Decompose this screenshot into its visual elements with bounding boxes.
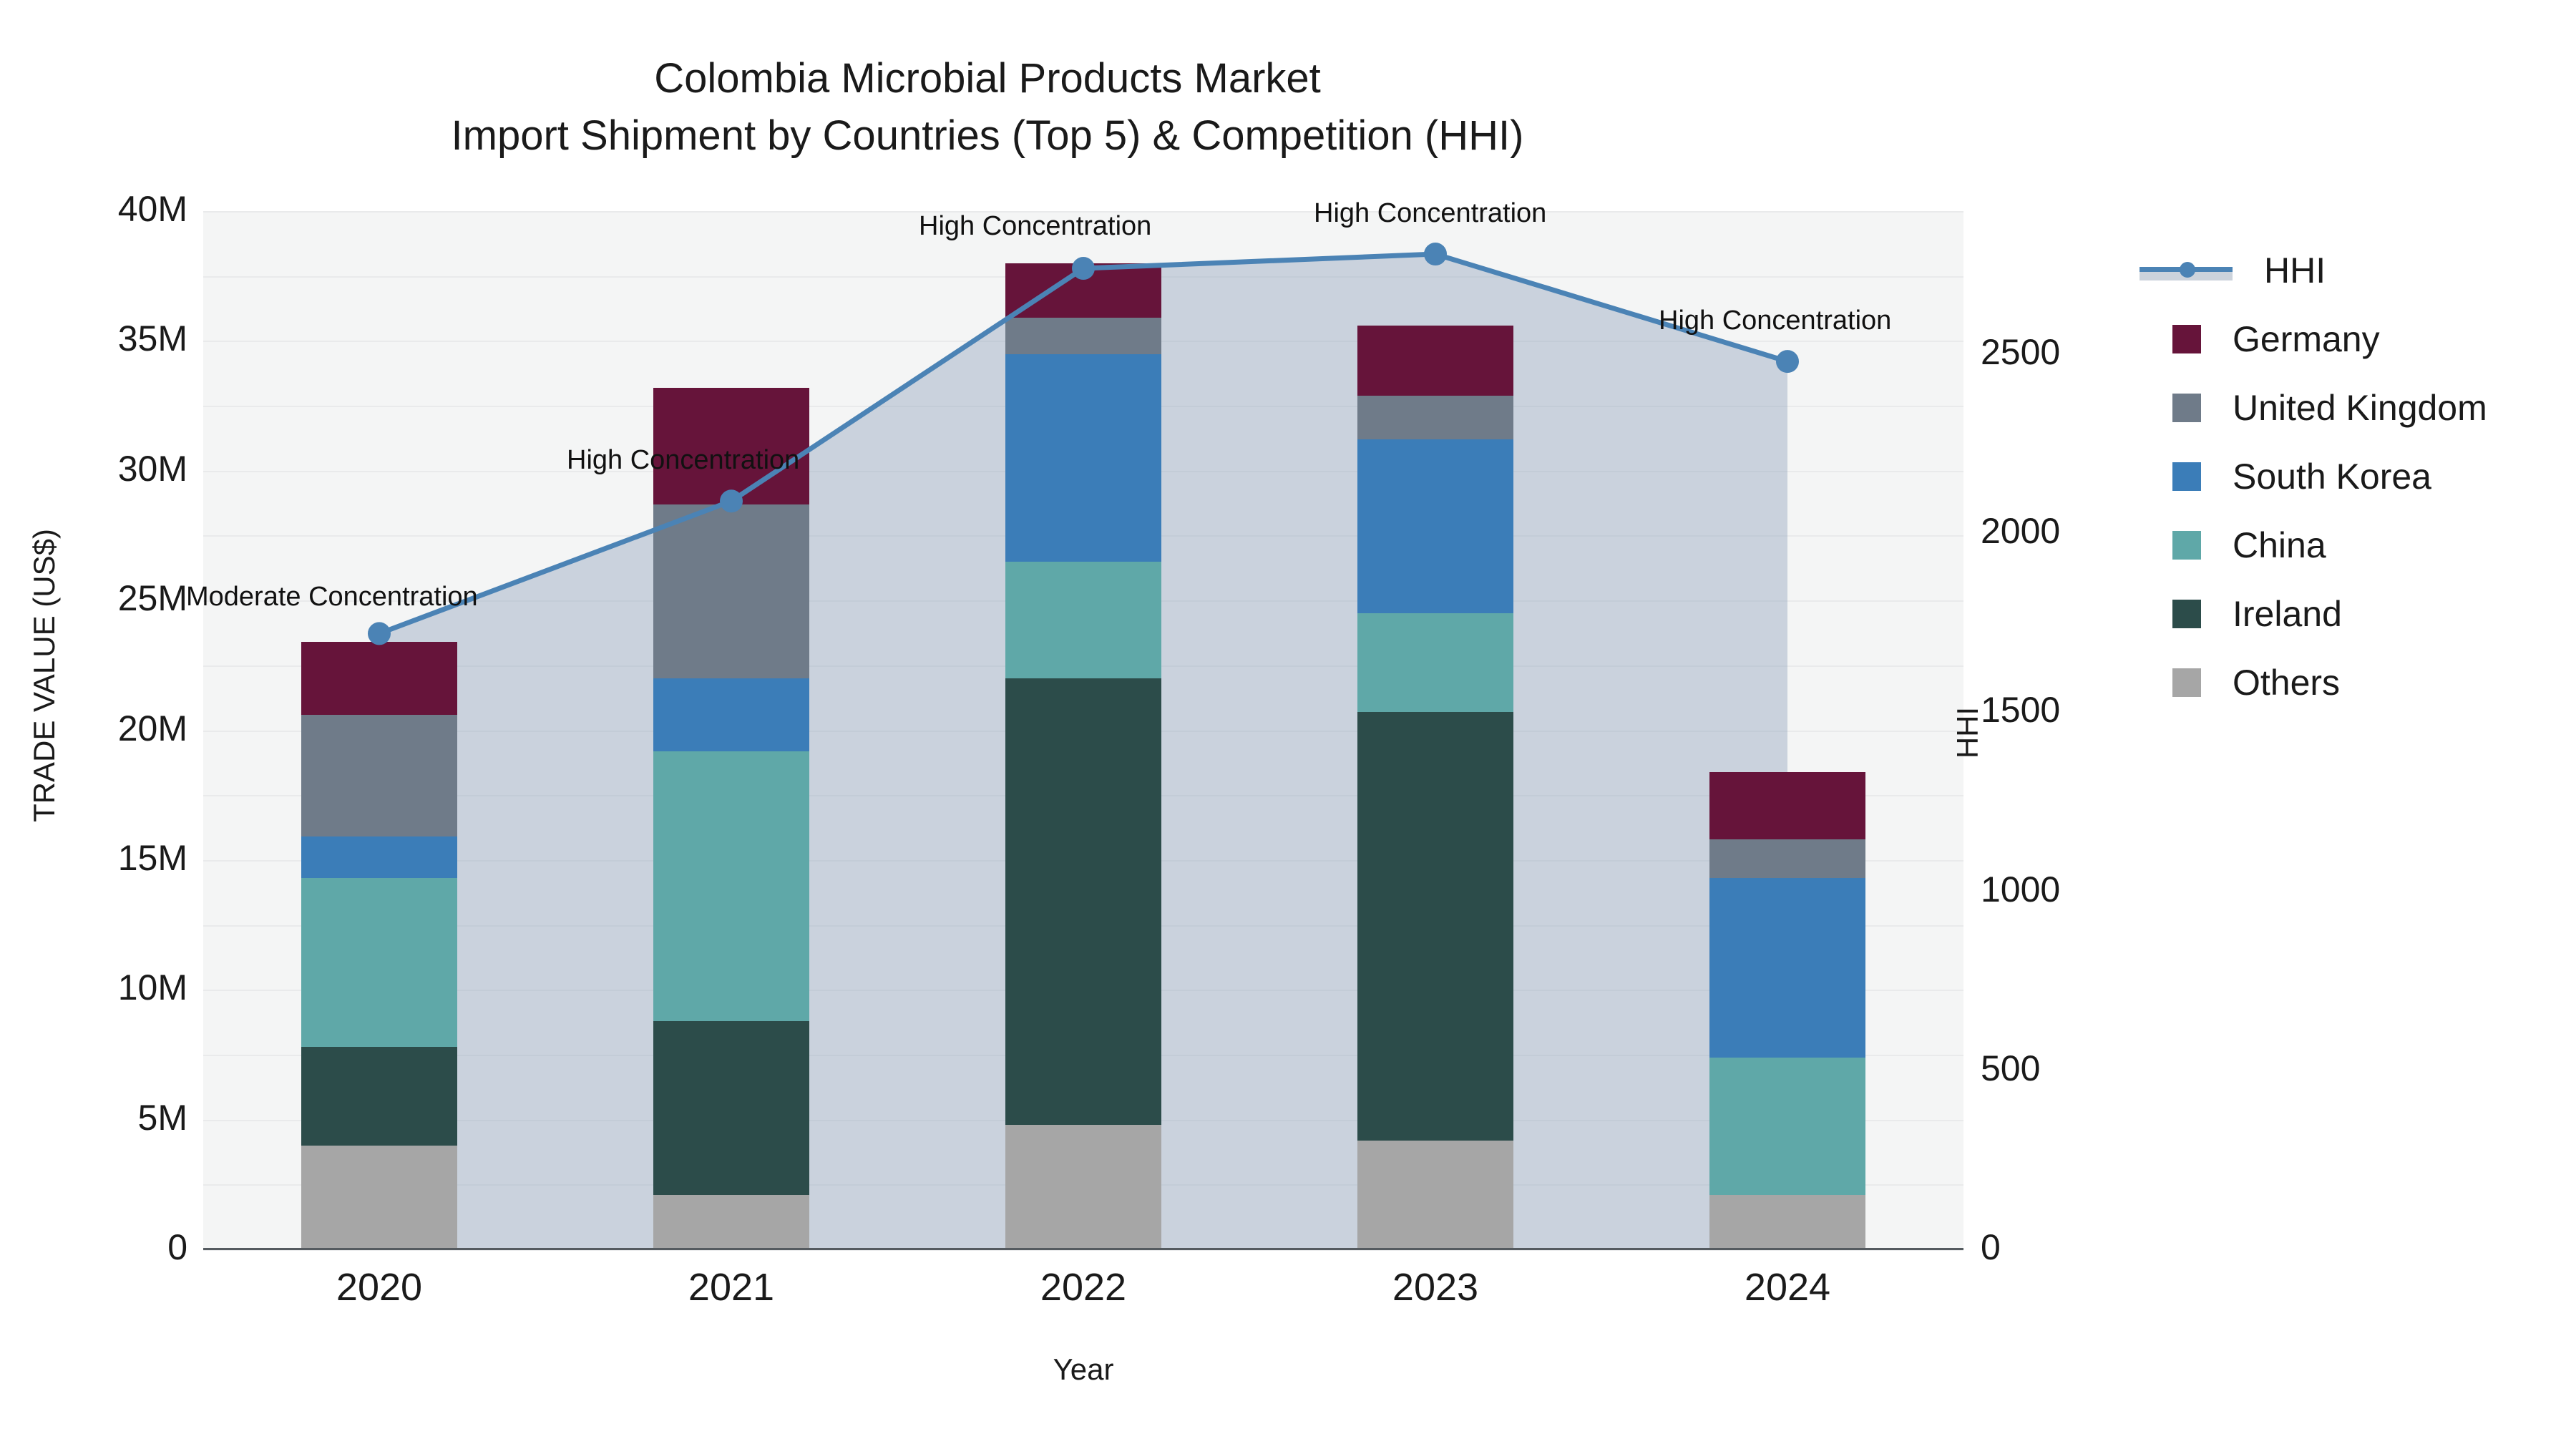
legend-line-marker-icon: [2140, 256, 2233, 285]
bar-segment-south-korea[interactable]: [653, 678, 809, 751]
y-right-tick-1000: 1000: [1981, 869, 2061, 909]
y-axis-right-label: HHI: [1951, 706, 1984, 759]
bar-segment-south-korea[interactable]: [301, 836, 457, 879]
bar-segment-others[interactable]: [1709, 1194, 1865, 1249]
x-tick-2020: 2020: [336, 1266, 423, 1309]
legend-item-germany[interactable]: Germany: [2140, 305, 2569, 374]
y-axis-left-label: TRADE VALUE (US$): [27, 529, 61, 822]
legend-item-china[interactable]: China: [2140, 511, 2569, 580]
hhi-marker-2024[interactable]: [1776, 350, 1799, 374]
bar-segment-united-kingdom[interactable]: [1357, 395, 1513, 440]
legend-label: HHI: [2264, 250, 2326, 291]
legend-label: Germany: [2233, 319, 2380, 359]
bar-segment-others[interactable]: [653, 1194, 809, 1249]
bar-segment-others[interactable]: [1357, 1140, 1513, 1249]
legend-label: United Kingdom: [2233, 388, 2487, 428]
x-tick-2024: 2024: [1744, 1266, 1831, 1309]
legend-item-united-kingdom[interactable]: United Kingdom: [2140, 374, 2569, 442]
y-left-tick-20M: 20M: [117, 708, 187, 748]
annotation-2024: High Concentration: [1659, 306, 1892, 336]
annotation-2020: Moderate Concentration: [186, 582, 478, 613]
bar-segment-united-kingdom[interactable]: [653, 504, 809, 678]
legend-color-swatch-icon: [2172, 668, 2201, 697]
hhi-marker-2022[interactable]: [1072, 257, 1095, 280]
y-right-tick-1500: 1500: [1981, 690, 2061, 731]
bar-segment-ireland[interactable]: [653, 1020, 809, 1195]
gridline: [203, 1249, 1963, 1251]
x-tick-2021: 2021: [688, 1266, 775, 1309]
bar-segment-china[interactable]: [1709, 1057, 1865, 1195]
bar-segment-south-korea[interactable]: [1357, 439, 1513, 614]
y-right-tick-500: 500: [1981, 1048, 2041, 1088]
annotation-2021: High Concentration: [567, 445, 800, 476]
legend-color-swatch-icon: [2172, 325, 2201, 353]
legend-item-hhi[interactable]: HHI: [2140, 236, 2569, 305]
y-left-tick-0: 0: [167, 1227, 187, 1267]
bar-segment-others[interactable]: [301, 1145, 457, 1249]
y-left-tick-30M: 30M: [117, 448, 187, 489]
annotation-2023: High Concentration: [1314, 198, 1547, 229]
x-tick-2023: 2023: [1392, 1266, 1479, 1309]
chart-title-line-1: Colombia Microbial Products Market: [654, 55, 1321, 102]
legend-item-south-korea[interactable]: South Korea: [2140, 442, 2569, 511]
bar-segment-germany[interactable]: [301, 642, 457, 715]
bar-segment-united-kingdom[interactable]: [1709, 839, 1865, 879]
y-right-tick-0: 0: [1981, 1227, 2001, 1267]
legend-line-dot-icon: [2180, 262, 2195, 278]
bar-segment-united-kingdom[interactable]: [301, 714, 457, 837]
y-right-tick-2500: 2500: [1981, 332, 2061, 373]
hhi-marker-2023[interactable]: [1424, 243, 1447, 266]
legend-item-ireland[interactable]: Ireland: [2140, 580, 2569, 648]
bar-segment-germany[interactable]: [653, 387, 809, 504]
bar-segment-ireland[interactable]: [1357, 712, 1513, 1141]
legend-color-swatch-icon: [2172, 462, 2201, 491]
y-right-tick-2000: 2000: [1981, 511, 2061, 552]
bar-segment-ireland[interactable]: [301, 1047, 457, 1146]
legend-item-others[interactable]: Others: [2140, 648, 2569, 717]
bar-segment-united-kingdom[interactable]: [1005, 317, 1161, 354]
bar-stack-2022[interactable]: [1005, 263, 1161, 1249]
bar-segment-others[interactable]: [1005, 1124, 1161, 1249]
x-axis-label: Year: [1053, 1352, 1114, 1386]
gridline: [203, 211, 1963, 213]
legend-label: Ireland: [2233, 594, 2342, 634]
legend-label: Others: [2233, 663, 2341, 703]
bar-stack-2023[interactable]: [1357, 325, 1513, 1249]
bar-stack-2021[interactable]: [653, 387, 809, 1249]
annotation-2022: High Concentration: [919, 211, 1152, 242]
bar-segment-south-korea[interactable]: [1709, 878, 1865, 1058]
bar-segment-ireland[interactable]: [1005, 678, 1161, 1125]
bar-segment-south-korea[interactable]: [1005, 353, 1161, 562]
y-left-tick-40M: 40M: [117, 189, 187, 229]
bar-segment-germany[interactable]: [1709, 771, 1865, 839]
legend-label: China: [2233, 525, 2326, 565]
x-axis-line: [203, 1248, 1963, 1250]
x-tick-2022: 2022: [1040, 1266, 1127, 1309]
chart-title-line-2: Import Shipment by Countries (Top 5) & C…: [451, 112, 1524, 160]
hhi-marker-2021[interactable]: [720, 489, 743, 513]
bar-segment-china[interactable]: [301, 878, 457, 1048]
hhi-line-series: [368, 243, 1799, 645]
legend-color-swatch-icon: [2172, 531, 2201, 560]
chart-legend: HHI Germany United Kingdom South Korea China…: [2140, 236, 2569, 717]
legend-color-swatch-icon: [2172, 600, 2201, 628]
hhi-marker-2020[interactable]: [368, 622, 391, 645]
plot-area: Moderate Concentration High Concentration…: [186, 198, 1963, 1251]
legend-color-swatch-icon: [2172, 394, 2201, 422]
bar-segment-china[interactable]: [653, 751, 809, 1021]
y-left-tick-5M: 5M: [137, 1097, 187, 1138]
bar-segment-china[interactable]: [1005, 561, 1161, 678]
bar-stack-2024[interactable]: [1709, 771, 1865, 1249]
y-left-tick-25M: 25M: [117, 578, 187, 619]
y-left-tick-35M: 35M: [117, 318, 187, 359]
y-left-tick-15M: 15M: [117, 837, 187, 878]
bar-stack-2020[interactable]: [301, 642, 457, 1249]
chart-title: Colombia Microbial Products Market Impor…: [0, 50, 1975, 165]
bar-segment-china[interactable]: [1357, 613, 1513, 713]
y-left-tick-10M: 10M: [117, 967, 187, 1008]
legend-label: South Korea: [2233, 457, 2431, 497]
hhi-polyline: [378, 251, 1789, 636]
bar-segment-germany[interactable]: [1357, 325, 1513, 396]
